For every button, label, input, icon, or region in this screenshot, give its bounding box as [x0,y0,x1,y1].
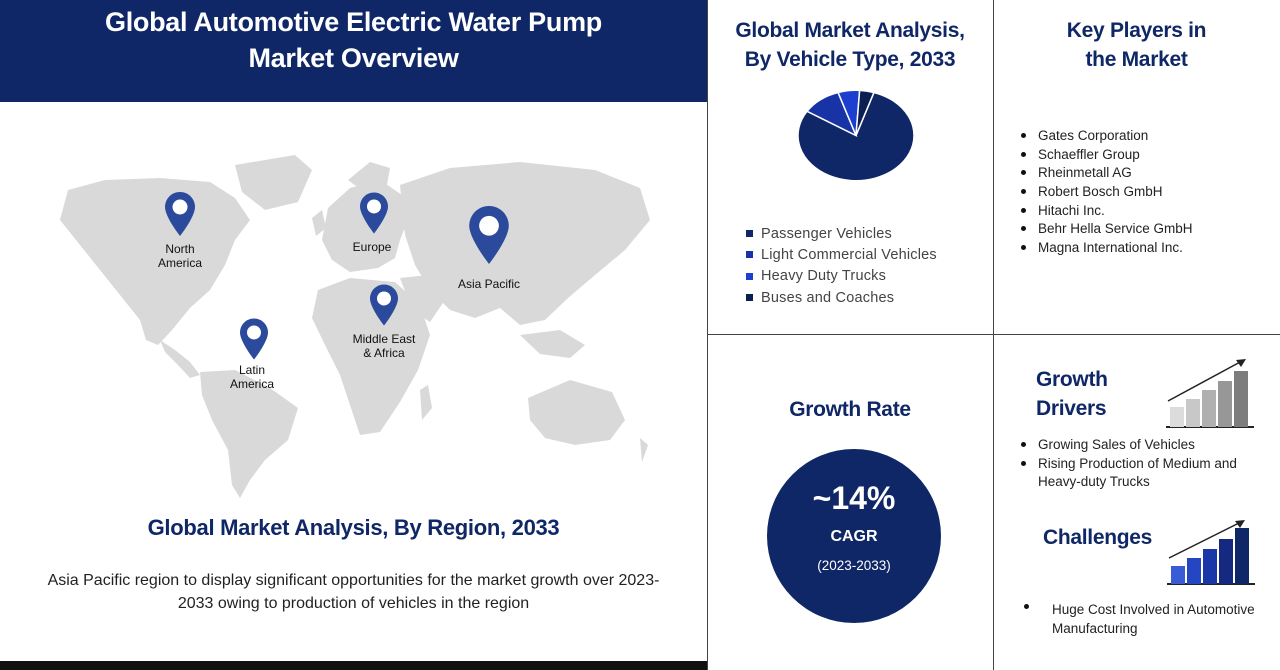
pie-slice-passenger-vehicles [797,91,915,182]
growth-driver-item: Growing Sales of Vehicles [1018,436,1268,454]
challenges-list: Huge Cost Involved in Automotive Manufac… [1024,600,1270,638]
divider-vertical-left [707,0,708,670]
region-label-asia-pacific: Asia Pacific [457,277,521,291]
vehicle-type-pie-chart [797,89,915,182]
header-banner: Global Automotive Electric Water Pump Ma… [0,0,707,102]
legend-label: Light Commercial Vehicles [761,246,937,263]
region-label-middle-east-africa: Middle East & Africa [352,332,416,360]
growth-drivers-title: Growth Drivers [1036,368,1108,420]
key-player-item: Robert Bosch GmbH [1018,183,1193,202]
key-player-item: Behr Hella Service GmbH [1018,220,1193,239]
page-title: Global Automotive Electric Water Pump Ma… [105,7,602,73]
region-label-latin-america: Latin America [229,363,274,391]
challenge-item: Huge Cost Involved in Automotive Manufac… [1024,600,1270,638]
legend-swatch [746,230,753,238]
cagr-period: (2023-2033) [817,558,891,573]
legend-label: Buses and Coaches [761,289,895,306]
legend-item: Buses and Coaches [746,287,937,308]
latin-america-pin-icon [240,318,268,360]
growth-drivers-list: Growing Sales of Vehicles Rising Product… [1018,436,1268,492]
map-north-america [60,178,250,345]
europe-pin-icon [360,192,388,234]
growth-rate-title: Growth Rate [789,398,911,421]
cagr-circle [767,449,941,623]
map-new-zealand [640,438,648,462]
grey-growth-bars-icon [1166,359,1254,428]
blue-growth-bars-icon [1167,520,1255,585]
cagr-value: ~14% [812,480,896,516]
key-player-item: Rheinmetall AG [1018,164,1193,183]
key-players-title: Key Players in the Market [1066,19,1207,71]
legend-item: Heavy Duty Trucks [746,266,937,287]
divider-horizontal [707,334,1280,335]
map-japan [610,220,628,258]
region-label-europe: Europe [352,240,392,254]
map-greenland [235,155,312,210]
legend-swatch [746,272,753,280]
region-label-north-america: North America [157,242,202,270]
key-player-item: Schaeffler Group [1018,146,1193,165]
vehicle-type-legend: Passenger Vehicles Light Commercial Vehic… [746,223,937,308]
challenges-title: Challenges [1043,526,1153,549]
key-player-item: Magna International Inc. [1018,239,1193,258]
key-players-list: Gates Corporation Schaeffler Group Rhein… [1018,127,1193,258]
map-madagascar [420,385,432,420]
legend-swatch [746,294,753,302]
growth-driver-item: Rising Production of Medium and Heavy-du… [1018,455,1268,491]
world-map [60,155,650,498]
map-asia [400,162,650,325]
region-section-description: Asia Pacific region to display significa… [47,572,660,612]
middle-east-africa-pin-icon [370,284,398,326]
map-scandinavia [348,162,390,195]
bottom-bar [0,661,707,670]
pie-slice-buses-and-coaches [855,89,875,136]
key-player-item: Gates Corporation [1018,127,1193,146]
vehicle-type-chart-title: Global Market Analysis, By Vehicle Type,… [735,19,965,71]
map-arabia [400,275,445,322]
legend-swatch [746,251,753,259]
region-section-title: Global Market Analysis, By Region, 2033 [147,515,560,540]
legend-label: Passenger Vehicles [761,225,892,242]
key-player-item: Hitachi Inc. [1018,202,1193,221]
legend-item: Light Commercial Vehicles [746,244,937,265]
legend-item: Passenger Vehicles [746,223,937,244]
map-south-america [200,370,298,498]
region-panel: Global Automotive Electric Water Pump Ma… [0,0,707,670]
cagr-label: CAGR [830,528,878,545]
north-america-pin-icon [165,192,195,236]
map-australia [528,380,625,445]
map-africa [312,278,430,435]
asia-pacific-pin-icon [469,206,509,264]
map-southeast-asia [520,330,585,358]
map-uk [312,210,326,236]
divider-vertical-right [993,0,994,670]
map-central-america [160,340,200,378]
legend-label: Heavy Duty Trucks [761,268,887,285]
